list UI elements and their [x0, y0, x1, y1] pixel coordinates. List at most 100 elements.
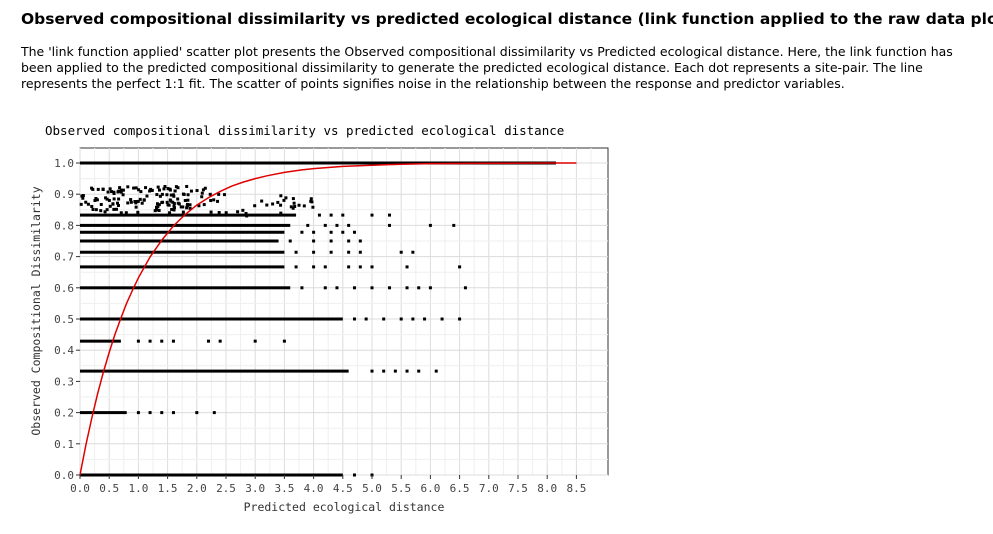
data-point	[282, 339, 286, 343]
data-point	[317, 213, 321, 217]
data-point	[148, 339, 152, 343]
data-point	[160, 411, 164, 415]
data-point	[132, 186, 136, 190]
data-point	[170, 207, 174, 211]
data-point	[148, 411, 152, 415]
data-point	[81, 196, 85, 200]
x-tick-label: 4.0	[304, 482, 324, 495]
data-point	[309, 197, 313, 201]
data-point	[142, 198, 146, 202]
data-point	[417, 286, 421, 290]
data-point	[183, 199, 187, 203]
data-point	[201, 188, 205, 192]
data-point	[329, 213, 333, 217]
data-point	[165, 193, 169, 197]
data-point	[241, 208, 245, 212]
data-point	[134, 201, 138, 205]
data-point	[167, 203, 171, 207]
data-point	[155, 205, 159, 209]
data-point	[84, 200, 88, 204]
x-tick-label: 5.5	[391, 482, 411, 495]
gridlines	[79, 148, 608, 476]
data-point	[185, 204, 189, 208]
data-point	[119, 211, 123, 215]
page-description: The 'link function applied' scatter plot…	[21, 44, 953, 92]
data-point	[405, 265, 409, 269]
x-tick-label: 8.0	[537, 482, 557, 495]
data-point	[121, 188, 125, 192]
data-point	[179, 205, 183, 209]
data-point	[165, 200, 169, 204]
y-tick-label: 1.0	[54, 157, 74, 170]
data-point	[176, 201, 180, 205]
data-point	[181, 210, 185, 214]
data-point	[162, 187, 166, 191]
point-run	[80, 230, 285, 234]
data-point	[155, 193, 159, 197]
x-axis-ticks: 0.0 0.5 1.0 1.5 2.0 2.5 3.0 3.5 4.0 4.5 5.0 5.5 6.0 6…	[70, 475, 586, 495]
data-point	[289, 205, 293, 209]
data-point	[173, 189, 177, 193]
data-point	[352, 286, 356, 290]
x-tick-label: 1.0	[128, 482, 148, 495]
data-point	[105, 208, 109, 212]
data-point	[260, 199, 264, 203]
x-tick-label: 0.0	[70, 482, 90, 495]
data-point	[91, 187, 95, 191]
data-point	[405, 369, 409, 373]
data-point	[388, 286, 392, 290]
data-point	[160, 192, 164, 196]
point-run	[80, 213, 297, 217]
data-point	[93, 198, 97, 202]
data-point	[158, 194, 162, 198]
data-point	[116, 203, 120, 207]
data-point	[291, 206, 295, 210]
data-point	[185, 206, 189, 210]
y-tick-label: 0.9	[54, 188, 74, 201]
data-point	[335, 286, 339, 290]
data-point	[458, 317, 462, 321]
data-point	[103, 210, 107, 214]
data-point	[352, 473, 356, 477]
data-point	[112, 197, 116, 201]
data-point	[312, 250, 316, 254]
data-point	[312, 239, 316, 243]
point-run	[80, 317, 343, 321]
data-point	[206, 339, 210, 343]
data-point	[323, 286, 327, 290]
data-point	[388, 223, 392, 227]
x-axis-label: Predicted ecological distance	[244, 500, 445, 514]
data-point	[188, 206, 192, 210]
page-heading: Observed compositional dissimilarity vs …	[21, 10, 993, 28]
data-point	[347, 265, 351, 269]
data-point	[244, 211, 248, 215]
data-point	[312, 230, 316, 234]
data-point	[216, 199, 220, 203]
data-point	[276, 200, 280, 204]
data-point	[116, 201, 120, 205]
data-point	[300, 286, 304, 290]
data-point	[265, 203, 269, 207]
data-point	[136, 210, 140, 214]
data-point	[208, 192, 212, 196]
y-tick-label: 0.2	[54, 407, 74, 420]
data-point	[311, 205, 315, 209]
data-point	[382, 317, 386, 321]
data-point	[405, 286, 409, 290]
data-point	[156, 202, 160, 206]
data-point	[200, 191, 204, 195]
data-point	[148, 189, 152, 193]
data-point	[358, 239, 362, 243]
data-point	[181, 205, 185, 209]
data-point	[155, 208, 159, 212]
data-point	[300, 230, 304, 234]
data-point	[341, 213, 345, 217]
data-point	[217, 211, 221, 215]
data-point	[245, 214, 249, 218]
data-point	[393, 369, 397, 373]
data-point	[169, 199, 173, 203]
x-tick-label: 7.5	[508, 482, 528, 495]
data-point	[189, 189, 193, 193]
point-run	[80, 239, 279, 243]
